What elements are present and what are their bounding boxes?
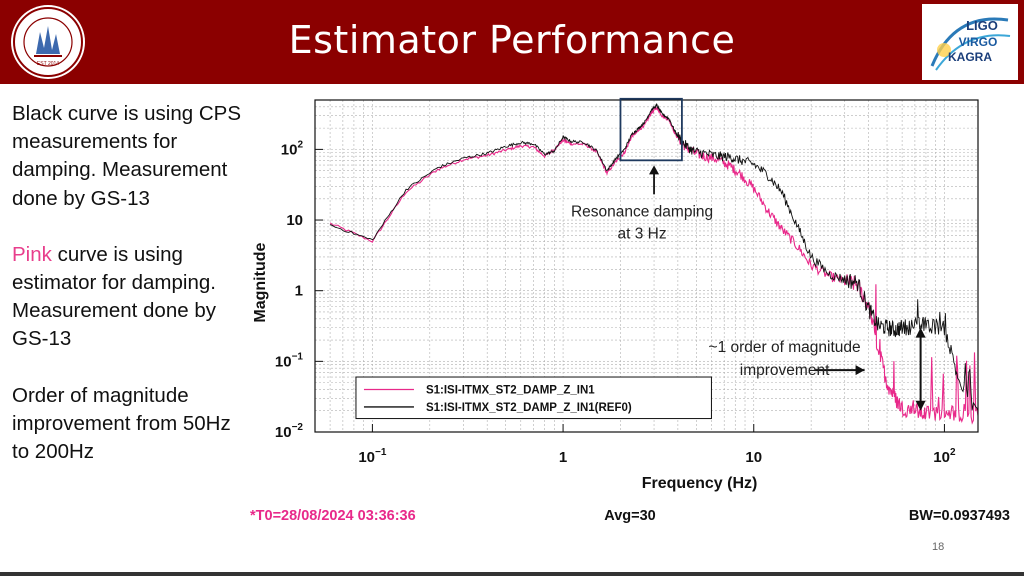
ligo-virgo-kagra-logo: LIGO VIRGO KAGRA <box>922 4 1018 80</box>
legend-label-1: S1:ISI-ITMX_ST2_DAMP_Z_IN1 <box>426 384 595 396</box>
legend-label-2: S1:ISI-ITMX_ST2_DAMP_Z_IN1(REF0) <box>426 402 632 414</box>
legend-box <box>355 376 712 420</box>
avg-label: Avg=30 <box>604 508 655 524</box>
x-tick-label: 1 <box>559 449 567 466</box>
pointer-arrow-head <box>855 365 865 376</box>
resonance-label-line2: at 3 Hz <box>617 225 666 242</box>
x-tick-label: 10−1 <box>358 447 387 466</box>
y-tick-label: 1 <box>295 283 303 300</box>
header-bar: EST 2014 Estimator Performance LIGO VIRG… <box>0 0 1024 84</box>
logo-ligo-text: LIGO <box>966 18 998 33</box>
note-black-curve: Black curve is using CPS measurements fo… <box>12 102 242 210</box>
y-axis-label: Magnitude <box>252 243 269 323</box>
note-improvement: Order of magnitude improvement from 50Hz… <box>12 383 231 464</box>
y-tick-label: 10−1 <box>275 351 304 370</box>
note-pink-rest: curve is using estimator for damping. Me… <box>12 242 216 351</box>
y-tick-label: 10 <box>286 212 303 229</box>
university-seal-icon: EST 2014 <box>11 5 85 79</box>
resonance-arrow-head <box>649 165 660 175</box>
y-tick-label: 10−2 <box>275 422 304 441</box>
x-axis-label: Frequency (Hz) <box>642 475 758 492</box>
improvement-label-line1: ~1 order of magnitude <box>709 339 861 356</box>
note-pink-curve: Pink curve is using estimator for dampin… <box>12 241 242 354</box>
logo-virgo-text: VIRGO <box>959 35 998 49</box>
logo-kagra-text: KAGRA <box>948 50 992 64</box>
series-line-1 <box>329 106 979 425</box>
x-tick-label: 10 <box>745 449 762 466</box>
x-tick-label: 102 <box>933 447 956 466</box>
improvement-label-line2: improvement <box>740 362 830 379</box>
resonance-highlight-box <box>619 97 683 162</box>
t0-timestamp: *T0=28/08/2024 03:36:36 <box>250 508 416 524</box>
bottom-rule <box>0 572 1024 576</box>
notes-panel: Black curve is using CPS measurements fo… <box>12 100 242 494</box>
series-line-2 <box>329 102 979 411</box>
seal-year-text: EST 2014 <box>37 61 59 67</box>
page-title: Estimator Performance <box>288 18 736 62</box>
y-tick-label: 102 <box>281 139 304 158</box>
slide-number: 18 <box>932 541 945 553</box>
improvement-arrow-top-head <box>915 327 926 338</box>
resonance-label-line1: Resonance damping <box>571 203 713 220</box>
plot-border <box>314 99 979 433</box>
frequency-response-chart: 10−1 1 10 102 10−2 10−1 1 10 102 Frequency (Hz) Ma… <box>250 97 1010 524</box>
improvement-arrow-bottom-head <box>915 400 926 411</box>
pink-word: Pink <box>12 242 52 266</box>
bandwidth-label: BW=0.0937493 <box>909 508 1010 524</box>
